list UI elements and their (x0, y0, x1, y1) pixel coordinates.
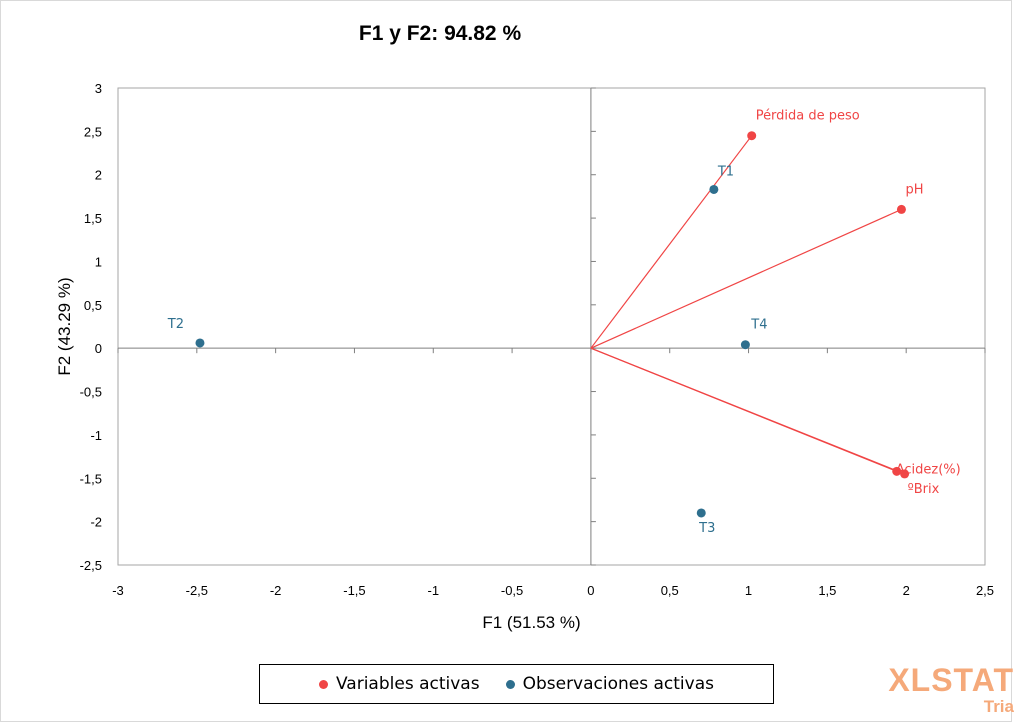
plot-area-border (117, 87, 986, 566)
x-tick-label: 0 (587, 583, 594, 598)
y-tick-label: -2 (90, 515, 102, 530)
x-tick-label: -0,5 (501, 583, 523, 598)
y-tick-label: -0,5 (80, 385, 102, 400)
y-tick-label: 1 (95, 254, 102, 269)
x-tick-label: -2 (270, 583, 282, 598)
xlstat-logo: XLSTAT Tria (860, 664, 1014, 715)
y-tick-label: -1 (90, 428, 102, 443)
observation-point (740, 340, 750, 350)
legend-item-observations: Observaciones activas (505, 674, 714, 694)
y-axis-title: F2 (43.29 %) (55, 277, 74, 375)
variable-label: pH (905, 182, 923, 197)
legend-label-variables: Variables activas (335, 674, 480, 694)
y-tick-label: -2,5 (80, 558, 102, 573)
legend-item-variables: Variables activas (318, 674, 480, 694)
y-tick-label: -1,5 (80, 471, 102, 486)
variable-label: Acidez(%) (896, 462, 961, 477)
x-tick-label: -2,5 (186, 583, 208, 598)
observation-point (195, 338, 205, 348)
variable-label: Pérdida de peso (756, 109, 860, 124)
x-tick-label: 0,5 (661, 583, 679, 598)
y-tick-label: 1,5 (84, 211, 102, 226)
variable-point (896, 204, 906, 214)
x-axis-title: F1 (51.53 %) (482, 613, 580, 632)
y-tick-label: 3 (95, 81, 102, 96)
logo-line-2: Tria (983, 697, 1014, 715)
observation-label: T3 (698, 521, 715, 536)
observation-label: T4 (750, 318, 767, 333)
observation-point (709, 184, 719, 194)
variable-vector (590, 208, 902, 349)
variable-label: ºBrix (908, 482, 940, 497)
variable-point (900, 469, 910, 479)
variable-point (747, 131, 757, 141)
x-tick-label: -3 (112, 583, 124, 598)
y-tick-label: 0,5 (84, 298, 102, 313)
variable-vector (590, 135, 753, 349)
y-tick-label: 2,5 (84, 124, 102, 139)
legend: Variables activas Observaciones activas (259, 664, 774, 704)
chart-title: F1 y F2: 94.82 % (358, 22, 522, 45)
variable-vector (590, 347, 905, 475)
observation-label: T2 (167, 317, 184, 332)
y-tick-label: 0 (95, 341, 102, 356)
x-tick-label: -1,5 (343, 583, 365, 598)
logo-line-1: XLSTAT (888, 664, 1014, 698)
x-tick-label: -1 (427, 583, 439, 598)
x-tick-label: 2,5 (976, 583, 994, 598)
observation-point (696, 508, 706, 518)
x-tick-label: 1,5 (818, 583, 836, 598)
legend-label-observations: Observaciones activas (522, 674, 714, 694)
observation-label: T1 (717, 164, 734, 179)
legend-marker-observations (505, 679, 515, 689)
y-tick-label: 2 (95, 168, 102, 183)
legend-marker-variables (318, 679, 328, 689)
x-tick-label: 1 (745, 583, 752, 598)
x-tick-label: 2 (903, 583, 910, 598)
variable-point (892, 466, 902, 476)
